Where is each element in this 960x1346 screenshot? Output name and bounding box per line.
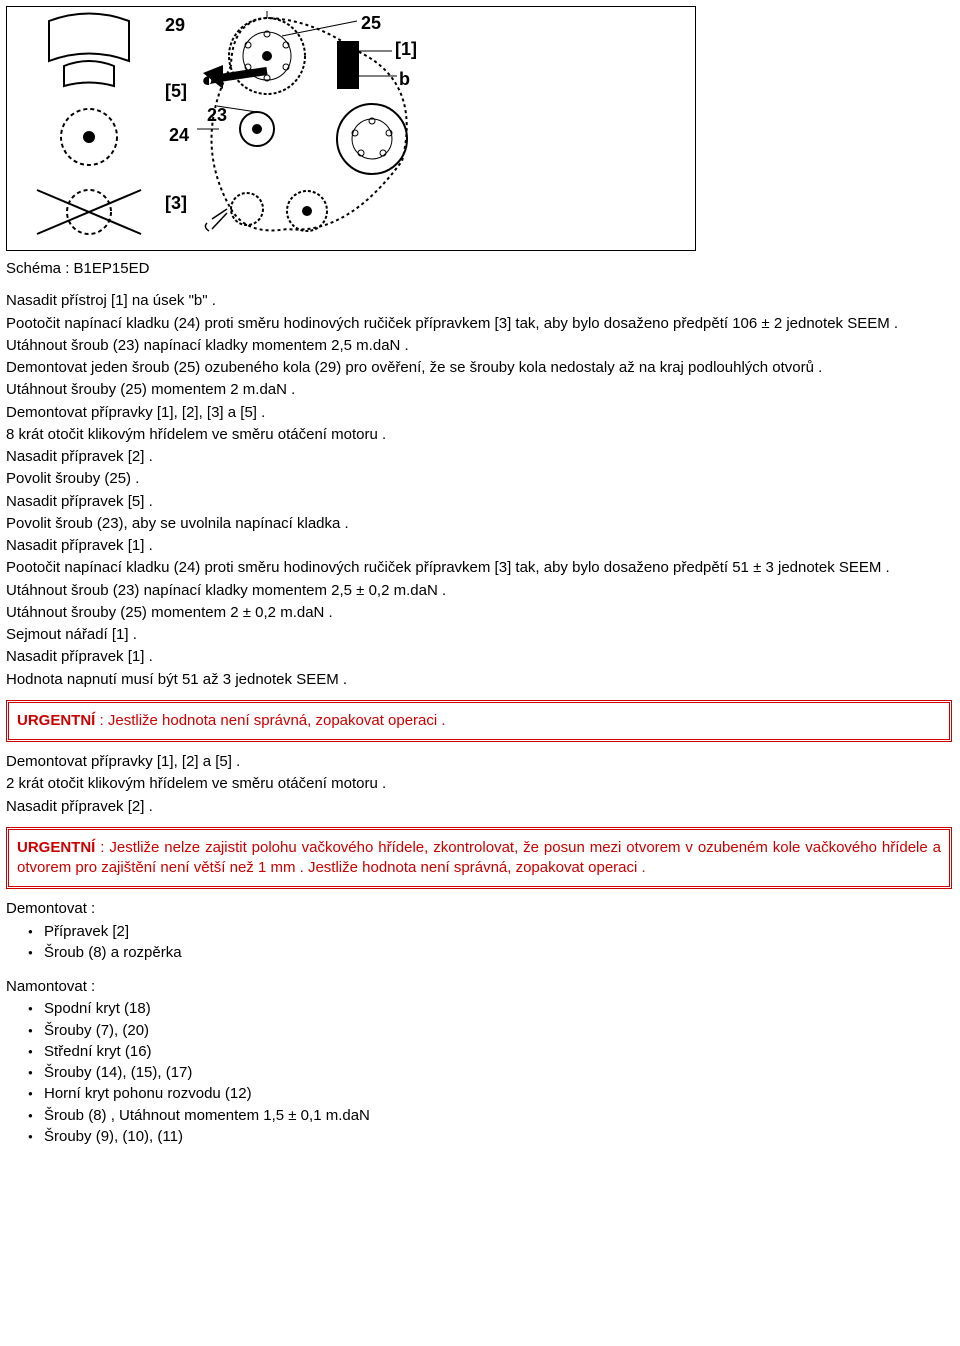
label-1: [1] — [395, 37, 417, 61]
namont-heading: Namontovat : — [6, 977, 954, 997]
instruction-text: Sejmout nářadí [1] . — [6, 625, 954, 645]
list-item: Střední kryt (16) — [6, 1042, 954, 1062]
instruction-text: Pootočit napínací kladku (24) proti směr… — [6, 314, 954, 334]
list-item: Horní kryt pohonu rozvodu (12) — [6, 1084, 954, 1104]
label-5: [5] — [165, 79, 187, 103]
instruction-text: Pootočit napínací kladku (24) proti směr… — [6, 558, 954, 578]
instruction-text: Utáhnout šroub (23) napínací kladky mome… — [6, 581, 954, 601]
instruction-text: Povolit šroub (23), aby se uvolnila napí… — [6, 514, 954, 534]
label-24: 24 — [169, 123, 189, 147]
instruction-text: Nasadit přípravek [2] . — [6, 447, 954, 467]
timing-diagram: 29 25 [1] b [5] 23 24 [3] — [6, 6, 696, 251]
thumb-mid — [29, 99, 149, 179]
urgent-label: URGENTNÍ — [17, 712, 95, 729]
list-item: Spodní kryt (18) — [6, 999, 954, 1019]
label-29: 29 — [165, 13, 185, 37]
urgent-text: : Jestliže hodnota není správná, zopakov… — [95, 712, 445, 729]
label-25: 25 — [361, 11, 381, 35]
thumb-top — [29, 11, 149, 91]
instruction-text: Demontovat jeden šroub (25) ozubeného ko… — [6, 358, 954, 378]
list-item: Šroub (8) a rozpěrka — [6, 943, 954, 963]
instruction-text: Nasadit přístroj [1] na úsek "b" . — [6, 291, 954, 311]
schema-label: Schéma : B1EP15ED — [6, 259, 954, 279]
instruction-text: Povolit šrouby (25) . — [6, 469, 954, 489]
list-item: Šroub (8) , Utáhnout momentem 1,5 ± 0,1 … — [6, 1106, 954, 1126]
instruction-text: Hodnota napnutí musí být 51 až 3 jednote… — [6, 670, 954, 690]
namont-list: Spodní kryt (18) Šrouby (7), (20) Středn… — [6, 999, 954, 1147]
urgent-box-1: URGENTNÍ : Jestliže hodnota není správná… — [6, 700, 952, 742]
instruction-text: Utáhnout šrouby (25) momentem 2 ± 0,2 m.… — [6, 603, 954, 623]
instruction-text: Nasadit přípravek [1] . — [6, 536, 954, 556]
instruction-text: Utáhnout šrouby (25) momentem 2 m.daN . — [6, 380, 954, 400]
urgent-label: URGENTNÍ — [17, 839, 95, 856]
instruction-text: Demontovat přípravky [1], [2] a [5] . — [6, 752, 954, 772]
demont-heading: Demontovat : — [6, 899, 954, 919]
thumb-bottom — [29, 182, 149, 246]
instruction-text: 8 krát otočit klikovým hřídelem ve směru… — [6, 425, 954, 445]
list-item: Šrouby (9), (10), (11) — [6, 1127, 954, 1147]
list-item: Šrouby (7), (20) — [6, 1021, 954, 1041]
instruction-text: Nasadit přípravek [5] . — [6, 492, 954, 512]
label-3: [3] — [165, 191, 187, 215]
list-item: Přípravek [2] — [6, 922, 954, 942]
list-item: Šrouby (14), (15), (17) — [6, 1063, 954, 1083]
instruction-text: Nasadit přípravek [2] . — [6, 797, 954, 817]
instruction-text: Nasadit přípravek [1] . — [6, 647, 954, 667]
demont-list: Přípravek [2] Šroub (8) a rozpěrka — [6, 922, 954, 964]
label-b: b — [399, 67, 410, 91]
instruction-text: Utáhnout šroub (23) napínací kladky mome… — [6, 336, 954, 356]
instruction-text: 2 krát otočit klikovým hřídelem ve směru… — [6, 774, 954, 794]
urgent-text: : Jestliže nelze zajistit polohu vačkové… — [17, 839, 941, 876]
urgent-box-2: URGENTNÍ : Jestliže nelze zajistit poloh… — [6, 827, 952, 890]
belt-assembly — [197, 11, 497, 247]
label-23: 23 — [207, 103, 227, 127]
instruction-text: Demontovat přípravky [1], [2], [3] a [5]… — [6, 403, 954, 423]
